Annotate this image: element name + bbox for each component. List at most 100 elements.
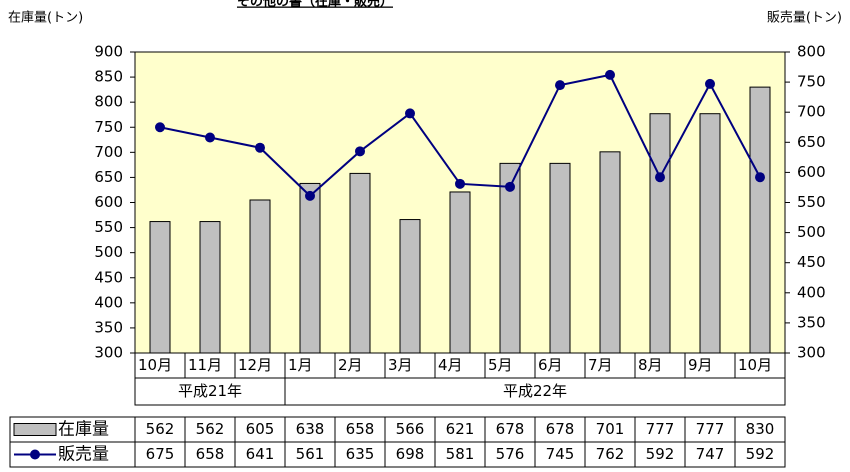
table-value: 581 <box>446 445 475 463</box>
y2-tick-label: 600 <box>797 163 826 181</box>
group-label: 平成22年 <box>503 382 567 400</box>
table-cell <box>734 441 786 468</box>
bar <box>349 172 371 354</box>
table-value: 747 <box>696 445 725 463</box>
marker <box>655 172 665 183</box>
bar <box>249 199 271 354</box>
y2-tick-label: 450 <box>797 253 826 271</box>
table-value: 576 <box>496 445 525 463</box>
y2-tick-label: 550 <box>797 193 826 211</box>
y-tick-label: 400 <box>94 293 123 311</box>
table-value: 561 <box>296 445 325 463</box>
table-value: 592 <box>746 445 775 463</box>
table-value: 658 <box>196 445 225 463</box>
y-tick-label: 300 <box>94 344 123 362</box>
table-value: 566 <box>396 420 425 438</box>
table-value: 658 <box>346 420 375 438</box>
table-value: 635 <box>346 445 375 463</box>
y2-axis-label: 販売量(トン) <box>767 10 842 26</box>
y-tick-label: 350 <box>94 318 123 336</box>
table-value: 562 <box>196 420 225 438</box>
marker <box>505 181 515 192</box>
x-tick-label: 3月 <box>388 356 413 374</box>
bar <box>649 113 671 354</box>
x-tick-label: 11月 <box>188 356 222 374</box>
y-tick-label: 500 <box>94 243 123 261</box>
marker <box>705 78 715 89</box>
marker <box>555 80 565 91</box>
bar <box>699 113 721 354</box>
group-cell <box>284 377 786 406</box>
x-tick-label: 12月 <box>238 356 272 374</box>
y-tick-label: 450 <box>94 268 123 286</box>
table-value: 701 <box>596 420 625 438</box>
x-tick-label: 8月 <box>638 356 663 374</box>
legend-label: 販売量 <box>58 445 109 465</box>
marker <box>605 69 615 80</box>
table-value: 762 <box>596 445 625 463</box>
table-value: 678 <box>546 420 575 438</box>
table-value: 678 <box>496 420 525 438</box>
y-tick-label: 600 <box>94 193 123 211</box>
y2-tick-label: 650 <box>797 133 826 151</box>
table-value: 605 <box>246 420 275 438</box>
y-tick-label: 650 <box>94 168 123 186</box>
marker <box>255 142 265 153</box>
marker <box>205 132 215 143</box>
bar <box>449 191 471 354</box>
x-tick-label: 6月 <box>538 356 563 374</box>
group-label: 平成21年 <box>178 382 242 400</box>
y-tick-label: 800 <box>94 93 123 111</box>
table-value: 641 <box>246 445 275 463</box>
chart-title: その他の書（在庫・販売） <box>237 0 393 10</box>
bar <box>549 162 571 354</box>
marker <box>455 178 465 189</box>
table-value: 777 <box>696 420 725 438</box>
bar <box>299 182 321 354</box>
y-tick-label: 850 <box>94 68 123 86</box>
y-tick-label: 700 <box>94 143 123 161</box>
y2-tick-label: 300 <box>797 344 826 362</box>
table-value: 592 <box>646 445 675 463</box>
y2-tick-label: 700 <box>797 103 826 121</box>
y2-tick-label: 350 <box>797 313 826 331</box>
y-tick-label: 550 <box>94 218 123 236</box>
y2-tick-label: 750 <box>797 73 826 91</box>
y-tick-label: 750 <box>94 118 123 136</box>
legend-bar <box>13 423 57 436</box>
y2-tick-label: 500 <box>797 223 826 241</box>
table-value: 777 <box>646 420 675 438</box>
x-tick-label: 4月 <box>438 356 463 374</box>
table-value: 830 <box>746 420 775 438</box>
bar <box>199 221 221 354</box>
table-value: 638 <box>296 420 325 438</box>
x-tick-label: 10月 <box>738 356 772 374</box>
marker <box>355 146 365 157</box>
y2-tick-label: 800 <box>797 43 826 61</box>
x-tick-label: 1月 <box>288 356 313 374</box>
marker <box>755 172 765 183</box>
y-axis-label: 在庫量(トン) <box>8 11 83 26</box>
table-value: 621 <box>446 420 475 438</box>
x-tick-label: 10月 <box>138 356 172 374</box>
marker <box>155 122 165 133</box>
table-value: 562 <box>146 420 175 438</box>
y-tick-label: 900 <box>94 43 123 61</box>
x-tick-label: 9月 <box>688 356 713 374</box>
table-value: 745 <box>546 445 575 463</box>
y2-tick-label: 400 <box>797 283 826 301</box>
bar <box>599 151 621 354</box>
marker <box>305 190 315 201</box>
x-tick-label: 5月 <box>488 356 513 374</box>
legend-label: 在庫量 <box>58 420 109 440</box>
bar <box>149 221 171 354</box>
table-value: 698 <box>396 445 425 463</box>
x-tick-label: 7月 <box>588 356 613 374</box>
legend-marker <box>30 449 40 460</box>
table-value: 675 <box>146 445 175 463</box>
bar <box>749 86 771 354</box>
marker <box>405 108 415 119</box>
bar <box>399 219 421 354</box>
x-tick-label: 2月 <box>338 356 363 374</box>
